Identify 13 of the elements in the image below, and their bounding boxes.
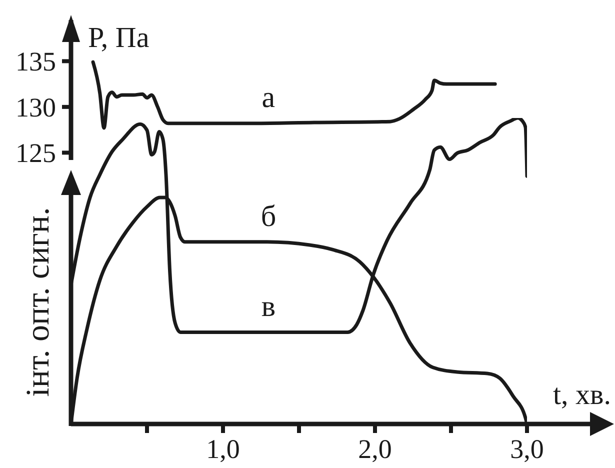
x-tick-label: 3,0 [510, 434, 544, 464]
series-label: б [260, 200, 276, 234]
series-label: в [261, 290, 276, 324]
y-tick-label: 130 [16, 92, 56, 122]
y-axis-title: інт. опт. сигн. [20, 207, 57, 397]
x-tick-label: 1,0 [206, 434, 240, 464]
y-tick-label: 135 [16, 46, 56, 77]
series-label: а [262, 81, 276, 114]
y-tick-label: 125 [16, 138, 56, 168]
x-axis-title: t, хв. [553, 379, 611, 411]
y-axis-title: P, Па [88, 22, 150, 54]
line-series [91, 60, 497, 130]
x-tick-label: 2,0 [358, 434, 392, 464]
